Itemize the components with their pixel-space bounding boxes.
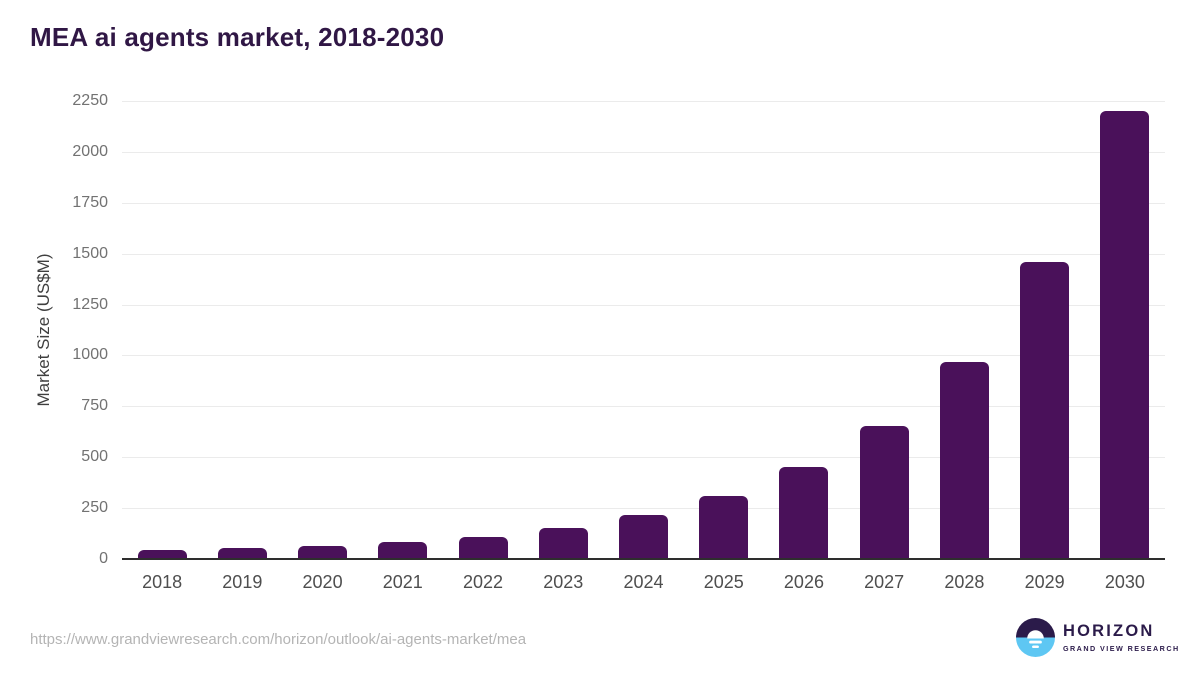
bar-2028 <box>939 361 989 559</box>
x-tick-label-2028: 2028 <box>944 572 985 592</box>
bar-2018 <box>137 550 187 559</box>
logo-brand: HORIZON <box>1063 622 1155 641</box>
y-tick-label-1500: 1500 <box>72 244 108 262</box>
logo-subtitle: GRAND VIEW RESEARCH <box>1063 643 1180 653</box>
x-tick-label-2027: 2027 <box>864 572 905 592</box>
bar-2021 <box>378 542 428 559</box>
chart-title: MEA ai agents market, 2018-2030 <box>30 22 445 52</box>
horizon-sunset-icon <box>1016 618 1055 657</box>
y-tick-label-2250: 2250 <box>72 92 108 109</box>
y-tick-label-1750: 1750 <box>72 193 108 211</box>
x-tick-label-2029: 2029 <box>1024 572 1065 592</box>
source-url: https://www.grandviewresearch.com/horizo… <box>30 631 527 648</box>
bar-2020 <box>298 546 348 559</box>
y-tick-label-250: 250 <box>81 499 108 517</box>
gridline-2250 <box>122 101 1165 102</box>
gridline-1000 <box>122 355 1165 357</box>
y-tick-label-2000: 2000 <box>72 142 108 160</box>
gridline-500 <box>122 457 1165 459</box>
plot-area: 0 250 500 750 1000 1250 1500 1750 2000 2250 2018 20… <box>72 92 1165 592</box>
y-tick-label-500: 500 <box>81 448 108 466</box>
gridline-750 <box>122 406 1165 408</box>
x-tick-label-2018: 2018 <box>142 572 183 592</box>
y-tick-label-1000: 1000 <box>72 346 108 364</box>
y-tick-label-1250: 1250 <box>72 295 108 313</box>
x-tick-label-2023: 2023 <box>543 572 584 592</box>
y-tick-label-750: 750 <box>81 397 108 415</box>
gridline-2000 <box>122 151 1165 153</box>
x-tick-label-2025: 2025 <box>703 572 744 592</box>
bar-2030 <box>1100 111 1150 559</box>
bar-2026 <box>779 467 829 559</box>
y-tick-label-0: 0 <box>99 550 108 567</box>
gridline-1750 <box>122 202 1165 204</box>
bar-2029 <box>1020 261 1070 559</box>
x-tick-label-2020: 2020 <box>302 572 343 592</box>
x-tick-label-2021: 2021 <box>382 572 423 592</box>
x-tick-label-2019: 2019 <box>222 572 263 592</box>
gridline-1500 <box>122 253 1165 255</box>
x-tick-label-2030: 2030 <box>1104 572 1145 592</box>
bar-2022 <box>458 537 508 559</box>
horizon-logo: HORIZON GRAND VIEW RESEARCH <box>1016 618 1180 657</box>
bar-2024 <box>619 515 668 559</box>
logo-text: HORIZON GRAND VIEW RESEARCH <box>1063 622 1180 652</box>
gridline-1250 <box>122 304 1165 306</box>
bar-2023 <box>538 528 588 559</box>
bar-2025 <box>699 496 749 559</box>
y-axis-title: Market Size (US$M) <box>34 253 53 407</box>
x-tick-label-2024: 2024 <box>623 572 664 592</box>
gridline-250 <box>122 508 1165 510</box>
x-tick-label-2026: 2026 <box>783 572 824 592</box>
x-tick-label-2022: 2022 <box>463 572 504 592</box>
x-axis-line <box>122 558 1165 560</box>
bar-2019 <box>217 548 267 559</box>
bar-2027 <box>859 425 909 559</box>
